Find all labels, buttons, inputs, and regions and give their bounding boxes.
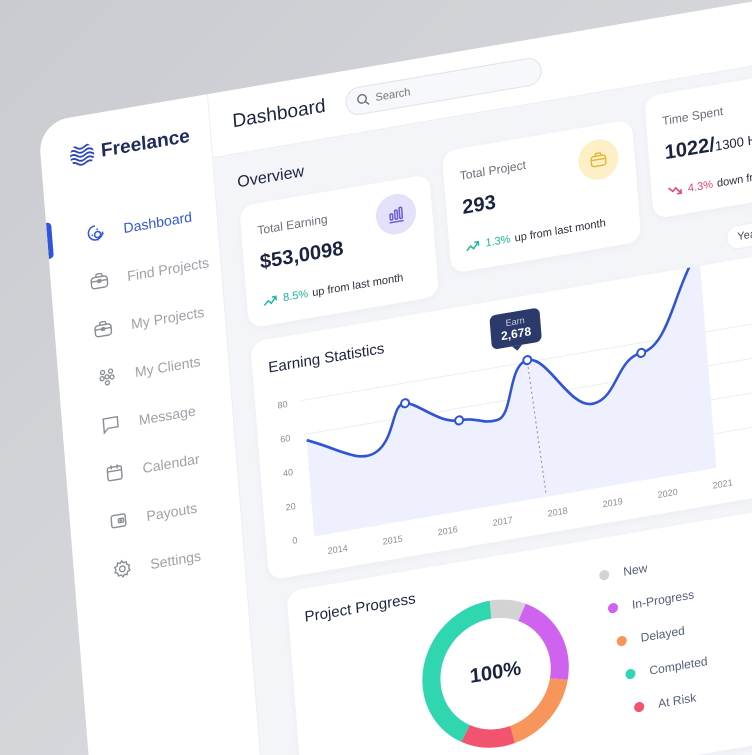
users-icon [96,365,118,388]
brand: Freelance [40,120,211,175]
search-box[interactable] [344,55,543,117]
sidebar-item-my-clients[interactable]: My Clients [57,332,230,409]
legend-label: Delayed [640,623,686,645]
legend-dot [633,701,645,713]
legend-label: Completed [648,653,709,678]
total-project-card: Total Project 293 1.3% up from last mont… [441,119,642,274]
sidebar-item-label: Payouts [145,499,198,525]
sidebar-item-payouts[interactable]: Payouts [69,476,242,553]
stat-trend: 4.3% down from last month [667,160,752,198]
legend-dot [607,602,619,614]
perspective-stage: Freelance Dashboard Find Projects My Pro… [38,0,752,755]
briefcase-icon [92,317,114,340]
search-input[interactable] [374,66,526,104]
calendar-icon [104,461,126,484]
sidebar-item-label: Dashboard [122,208,193,237]
sidebar-item-my-projects[interactable]: My Projects [53,284,226,361]
stat-trend: 8.5% up from last month [263,272,404,308]
time-spent-card: Time Spent 1022/1300 Hrs 4.3% down from … [644,63,752,219]
brand-wave-logo-icon [69,143,96,166]
svg-text:0: 0 [292,535,298,546]
stat-label: Total Earning [256,211,329,238]
legend-label: At Risk [657,690,697,711]
gear-icon [112,557,134,580]
overview-title: Overview [236,163,305,192]
bar-chart-icon [374,190,418,238]
briefcase-icon [576,136,620,183]
main-content: Dashboard Overview Total Earning $53,009… [208,0,752,755]
wallet-icon [108,509,130,532]
message-icon [100,413,122,436]
sidebar-item-calendar[interactable]: Calendar [65,428,238,505]
svg-text:2017: 2017 [492,515,513,528]
earning-line-chart: 80 60 40 20 0 2014 2015 2016 2017 2018 2019 2020 2… [277,263,752,556]
svg-text:80: 80 [277,399,288,411]
project-donut-chart [422,599,569,748]
trend-percent: 4.3% [687,178,714,195]
sidebar: Freelance Dashboard Find Projects My Pro… [38,94,280,755]
trend-text: up from last month [514,217,607,245]
svg-text:2014: 2014 [327,543,348,556]
earning-statistics-card: Earning Statistics 80 60 40 20 0 2014 2015 201… [250,233,752,581]
briefcase-icon [88,269,110,292]
sidebar-item-label: Message [138,402,197,429]
trend-up-icon [466,240,480,252]
sidebar-item-label: Find Projects [126,254,210,285]
sidebar-item-dashboard[interactable]: Dashboard [46,188,219,265]
legend-item-completed: Completed 4 [625,639,752,682]
trend-down-icon [668,186,682,195]
period-select-value: Yearly [736,226,752,244]
stat-label: Total Project [459,157,527,183]
svg-text:60: 60 [280,433,291,445]
svg-text:2015: 2015 [382,533,403,546]
trend-percent: 8.5% [282,287,309,305]
sidebar-item-settings[interactable]: Settings [72,524,245,601]
stat-label: Time Spent [661,103,724,129]
trend-up-icon [263,295,277,306]
stat-value: $53,0098 [259,237,345,274]
legend-item-at-risk: At Risk [633,672,752,715]
sidebar-item-find-projects[interactable]: Find Projects [49,236,222,313]
svg-text:20: 20 [285,501,296,513]
total-earning-card: Total Earning $53,0098 8.5% up from last… [239,174,440,329]
time-spent-total: 1300 Hrs [714,129,752,154]
legend-label: New [622,560,648,579]
trend-percent: 1.3% [485,233,512,250]
period-select[interactable]: Yearly [725,215,752,252]
time-spent-value: 1022/ [663,133,716,165]
project-progress-card: Project Progress 100% New 8% In-Progress [286,489,752,755]
app-window: Freelance Dashboard Find Projects My Pro… [38,0,752,755]
stat-value: 1022/1300 Hrs [664,125,752,165]
legend-item-in-progress: In-Progress 21% [607,573,752,616]
svg-text:2016: 2016 [437,524,458,537]
brand-name: Freelance [100,125,191,162]
top-bar: Dashboard [208,0,752,159]
trend-text: up from last month [311,271,404,300]
legend-dot [598,569,610,581]
chart-title: Project Progress [303,590,417,626]
stat-value: 293 [461,191,497,219]
svg-text:2020: 2020 [657,487,678,500]
svg-text:2021: 2021 [712,477,733,490]
svg-text:2018: 2018 [547,505,568,518]
search-icon [357,93,370,105]
page-title: Dashboard [231,95,327,132]
sidebar-item-label: Calendar [142,450,201,477]
svg-text:2019: 2019 [602,496,623,509]
sidebar-item-message[interactable]: Message [61,380,234,457]
legend-item-delayed: Delayed 18% [616,606,752,649]
dashboard-gear-icon [85,221,107,244]
trend-text: down from last month [716,160,752,190]
stat-trend: 1.3% up from last month [465,217,606,253]
legend-dot [616,635,628,647]
svg-text:40: 40 [283,467,294,479]
sidebar-item-label: Settings [149,547,202,573]
legend-label: In-Progress [631,587,695,612]
legend-dot [625,668,636,680]
sidebar-item-label: My Clients [134,352,201,381]
legend-item-new: New 8% [598,540,752,583]
sidebar-item-label: My Projects [130,303,205,333]
